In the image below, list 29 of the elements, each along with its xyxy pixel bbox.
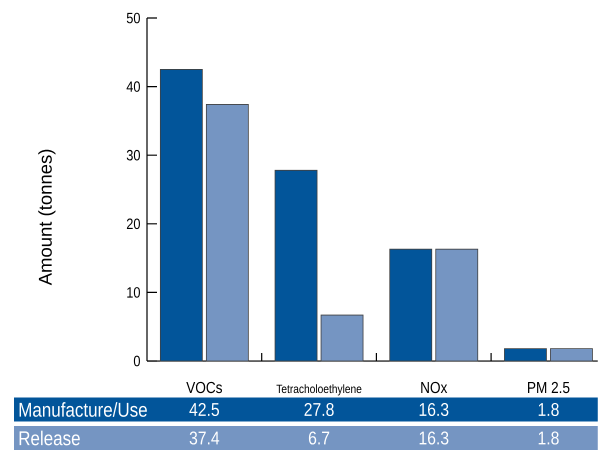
x-tick-label: VOCs xyxy=(186,382,222,394)
bar xyxy=(504,348,547,362)
bar xyxy=(320,314,364,362)
bar xyxy=(160,69,203,362)
bar xyxy=(435,248,478,362)
data-label: 27.8 xyxy=(304,402,334,416)
y-tick-label: 30 xyxy=(126,150,140,161)
data-label: 16.3 xyxy=(420,431,448,445)
data-label: 6.7 xyxy=(308,431,330,445)
y-tick-label: 50 xyxy=(126,12,140,24)
y-axis-title: Amount (tonnes) xyxy=(38,150,56,286)
x-tick-label: NOx xyxy=(421,382,448,394)
x-tick-label: PM 2.5 xyxy=(528,382,570,394)
bar xyxy=(206,104,249,362)
bar xyxy=(274,170,318,362)
x-tick-label: Tetracholoethylene xyxy=(276,384,362,396)
text: Manufacture/Use xyxy=(20,402,147,417)
y-tick-label: 20 xyxy=(126,218,140,230)
y-tick-label: 0 xyxy=(134,356,140,366)
bar xyxy=(389,248,432,362)
y-tick-label: 40 xyxy=(126,81,140,92)
data-label: 37.4 xyxy=(190,431,220,445)
data-label: 42.5 xyxy=(189,402,219,416)
data-label: 1.8 xyxy=(538,402,559,416)
y-tick-label: 10 xyxy=(127,287,140,298)
text: Release xyxy=(20,430,80,446)
bar xyxy=(550,348,593,362)
data-label: 16.3 xyxy=(420,402,448,416)
data-label: 1.8 xyxy=(538,431,559,445)
